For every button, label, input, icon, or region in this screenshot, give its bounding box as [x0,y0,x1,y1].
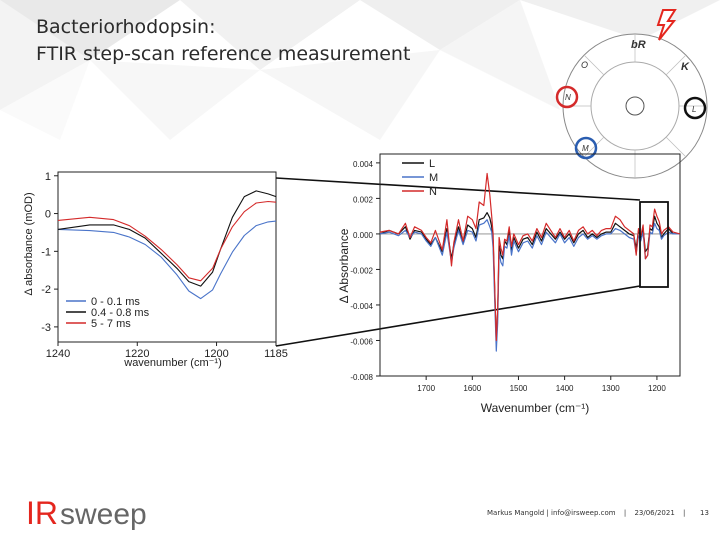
legend-label: 5 - 7 ms [91,318,131,330]
label-O: O [581,60,588,70]
x-tick-label: 1220 [125,348,149,360]
legend-label: L [429,158,435,170]
irsweep-logo: IR sweep [26,495,147,531]
logo-ir: IR [26,495,58,531]
x-tick-label: 1200 [648,384,666,393]
y-tick-label: -3 [41,322,51,334]
series-line-L [379,212,680,345]
footer: Markus Mangold | info@irsweep.com | 23/0… [487,509,691,517]
x-tick-label: 1400 [556,384,574,393]
chart-full-spectrum: 1700 1600 1500 1400 1300 1200 0.004 0.002 0.000 -… [337,153,681,415]
label-L: L [692,105,696,114]
zoom-xlabel: wavenumber (cm⁻¹) [123,357,222,369]
highlight-M [574,136,598,160]
highlight-L [683,96,707,120]
slide-title: Bacteriorhodopsin: FTIR step-scan refere… [36,14,410,68]
x-tick-label: 1500 [510,384,528,393]
x-tick-label: 1200 [204,348,228,360]
y-tick-label: 0.002 [353,195,374,204]
label-K: K [681,61,690,73]
zoom-ylabel: Δ absorbance (mOD) [23,192,35,295]
x-tick-label: 1185 [264,348,288,360]
header-background [0,0,720,140]
highlight-N [555,85,579,109]
title-line-2: FTIR step-scan reference measurement [36,43,411,65]
plot-frame [379,153,681,377]
y-tick-label: -0.004 [350,302,373,311]
zoom-region-box [639,201,669,288]
full-ylabel: Δ Absorbance [337,228,351,303]
cycle-center [625,96,645,116]
y-tick-label: -1 [41,246,51,258]
y-tick-label: -0.002 [350,266,373,275]
label-M: M [582,144,589,153]
logo-sweep: sweep [60,498,147,531]
plot-frame [57,171,277,343]
y-tick-label: -2 [41,284,51,296]
footer-sep-2: | [683,509,686,517]
lightning-icon [656,9,677,41]
title-line-1: Bacteriorhodopsin: [36,16,216,38]
y-tick-label: 1 [45,171,51,183]
y-tick-label: 0 [45,209,51,221]
series-line-N [379,172,681,342]
x-tick-label: 1700 [417,384,435,393]
footer-author: Markus Mangold | info@irsweep.com [487,509,616,517]
full-xlabel: Wavenumber (cm⁻¹) [481,401,590,415]
x-tick-label: 1600 [463,384,481,393]
legend-label: 0 - 0.1 ms [91,296,140,308]
series-line-0-4-0-8-ms [57,190,277,287]
legend-label: N [429,186,437,198]
footer-date: 23/06/2021 [634,509,675,517]
legend-label: M [429,172,438,184]
footer-sep-1: | [623,509,627,517]
series-line-0-0-1-ms [57,220,277,300]
y-tick-label: 0.000 [353,231,374,240]
y-tick-label: -0.008 [350,373,373,382]
slide-number: 13 [700,509,709,517]
label-N: N [565,93,571,102]
x-tick-label: 1300 [602,384,620,393]
y-tick-label: -0.006 [350,337,373,346]
legend-label: 0.4 - 0.8 ms [91,307,150,319]
x-tick-label: 1240 [46,348,70,360]
series-line-5-7-ms [57,200,277,282]
label-bR: bR [631,39,646,51]
chart-zoom: 1240 1220 1200 1185 1 0 -1 -2 -3 0 - 0.1 ms0.4 -… [23,171,288,369]
y-tick-label: 0.004 [353,160,374,169]
